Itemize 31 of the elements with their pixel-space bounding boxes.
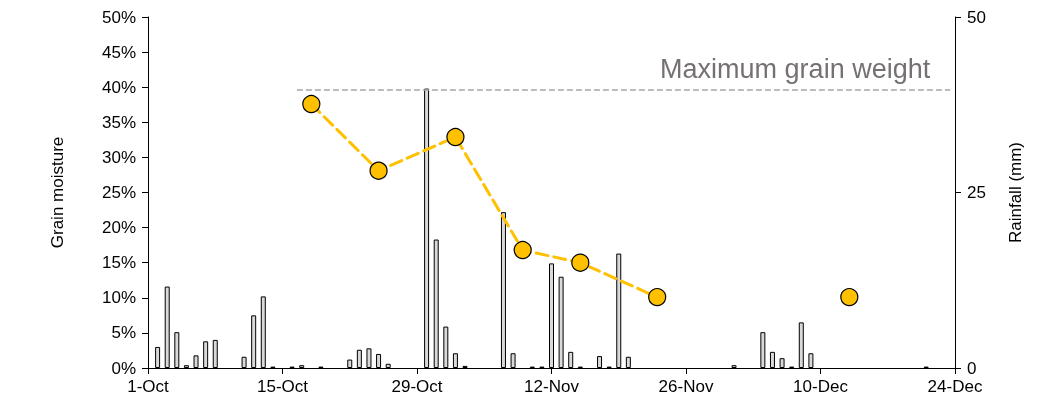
y-tick-label: 20% [101,218,136,238]
y2-axis-title: Rainfall (mm) [1006,141,1025,244]
y-tick-label: 25% [101,183,136,202]
x-tick-label: 29-Oct [391,377,443,396]
y-tick-label: 35% [101,112,136,132]
point [648,288,667,307]
point [840,288,859,307]
x-tick-label: 26-Nov [658,377,714,396]
y-axis-title: Grain moisture [48,136,67,249]
y-tick-label: 45% [101,42,136,62]
y-tick-label: 50% [101,7,136,27]
y2-tick-label: 25 [967,183,986,202]
point [446,127,465,147]
y-tick-label: 5% [111,323,136,343]
y-tick-label: 40% [101,77,136,97]
x-tick-label: 15-Oct [256,377,309,396]
y-tick-label: 10% [101,288,136,308]
point [369,161,388,180]
point [571,253,590,272]
x-tick-label: 12-Nov [524,377,580,396]
x-tick-label: 1-Oct [127,377,170,396]
point [302,94,321,114]
y-tick-label: 15% [101,253,136,273]
y2-tick-label: 50 [967,7,986,27]
point [513,240,532,260]
y-tick-label: 30% [101,147,136,167]
x-tick-label: 24-Dec [927,377,983,396]
y2-tick-label: 0 [967,358,977,378]
y-tick-label: 0% [111,358,136,378]
x-tick-label: 10-Dec [793,377,849,396]
ref-line-label: Maximum grain weight [660,53,931,84]
